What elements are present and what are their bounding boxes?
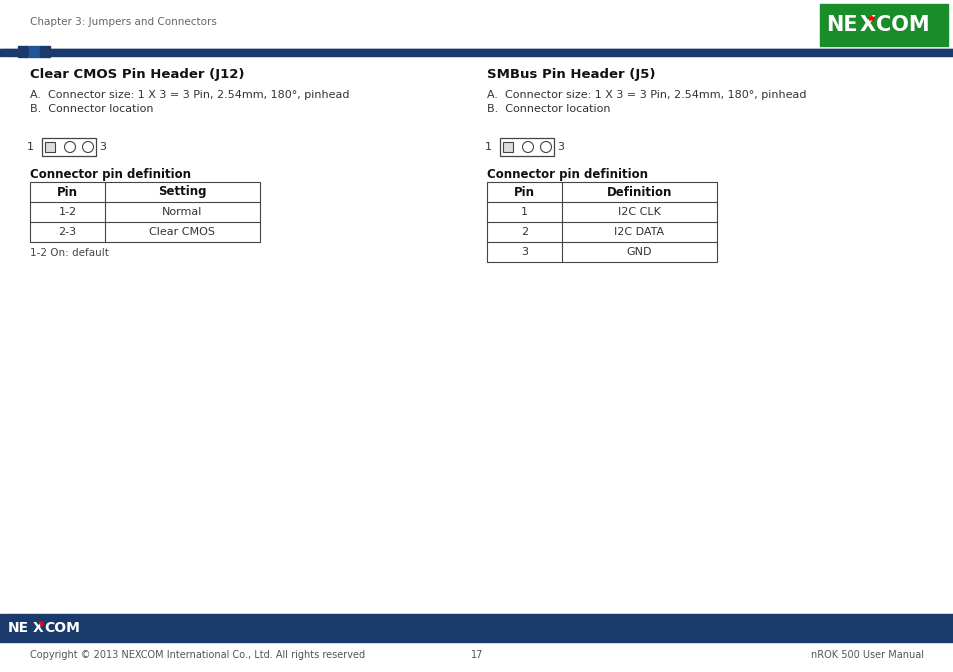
Text: X: X	[33, 621, 44, 635]
Text: Connector pin definition: Connector pin definition	[486, 168, 647, 181]
Text: Copyright © 2013 NEXCOM International Co., Ltd. All rights reserved: Copyright © 2013 NEXCOM International Co…	[30, 650, 365, 660]
Text: A.  Connector size: 1 X 3 = 3 Pin, 2.54mm, 180°, pinhead: A. Connector size: 1 X 3 = 3 Pin, 2.54mm…	[30, 90, 349, 100]
Text: 2-3: 2-3	[58, 227, 76, 237]
Bar	[30, 182, 260, 242]
Text: X: X	[859, 15, 875, 35]
Text: Connector pin definition: Connector pin definition	[30, 168, 191, 181]
Bar	[0, 49, 953, 56]
Bar	[502, 142, 513, 152]
Text: GND: GND	[626, 247, 652, 257]
Text: 2: 2	[520, 227, 528, 237]
Text: Normal: Normal	[162, 207, 202, 217]
Text: Clear CMOS: Clear CMOS	[150, 227, 215, 237]
Text: 1-2 On: default: 1-2 On: default	[30, 248, 109, 258]
Text: Definition: Definition	[606, 185, 672, 198]
Bar	[486, 182, 717, 262]
Text: COM: COM	[44, 621, 80, 635]
Text: I2C CLK: I2C CLK	[618, 207, 660, 217]
Text: Pin: Pin	[514, 185, 535, 198]
Text: 3: 3	[99, 142, 106, 152]
Bar	[29, 46, 39, 57]
Text: Clear CMOS Pin Header (J12): Clear CMOS Pin Header (J12)	[30, 68, 244, 81]
Circle shape	[65, 142, 75, 153]
Text: 3: 3	[520, 247, 527, 257]
Text: NE: NE	[8, 621, 30, 635]
Circle shape	[540, 142, 551, 153]
Text: 1: 1	[520, 207, 527, 217]
Text: A.  Connector size: 1 X 3 = 3 Pin, 2.54mm, 180°, pinhead: A. Connector size: 1 X 3 = 3 Pin, 2.54mm…	[486, 90, 805, 100]
Text: Pin: Pin	[57, 185, 78, 198]
Text: 17: 17	[471, 650, 482, 660]
Text: NE: NE	[825, 15, 857, 35]
Bar	[18, 46, 28, 57]
Text: Setting: Setting	[158, 185, 207, 198]
Bar	[45, 142, 55, 152]
Text: COM: COM	[875, 15, 928, 35]
Bar	[0, 0, 953, 52]
Text: B.  Connector location: B. Connector location	[486, 104, 610, 114]
Text: 3: 3	[557, 142, 563, 152]
Bar	[499, 138, 554, 156]
Text: SMBus Pin Header (J5): SMBus Pin Header (J5)	[486, 68, 655, 81]
Circle shape	[82, 142, 93, 153]
Text: nROK 500 User Manual: nROK 500 User Manual	[810, 650, 923, 660]
Bar	[40, 46, 50, 57]
Bar	[42, 138, 96, 156]
Text: 1: 1	[484, 142, 492, 152]
Text: I2C DATA: I2C DATA	[614, 227, 664, 237]
Circle shape	[522, 142, 533, 153]
Bar	[820, 4, 947, 46]
Text: 1: 1	[27, 142, 34, 152]
Text: B.  Connector location: B. Connector location	[30, 104, 153, 114]
Text: 1-2: 1-2	[58, 207, 76, 217]
Text: Chapter 3: Jumpers and Connectors: Chapter 3: Jumpers and Connectors	[30, 17, 216, 27]
Bar	[0, 614, 953, 642]
Bar	[0, 49, 953, 51]
